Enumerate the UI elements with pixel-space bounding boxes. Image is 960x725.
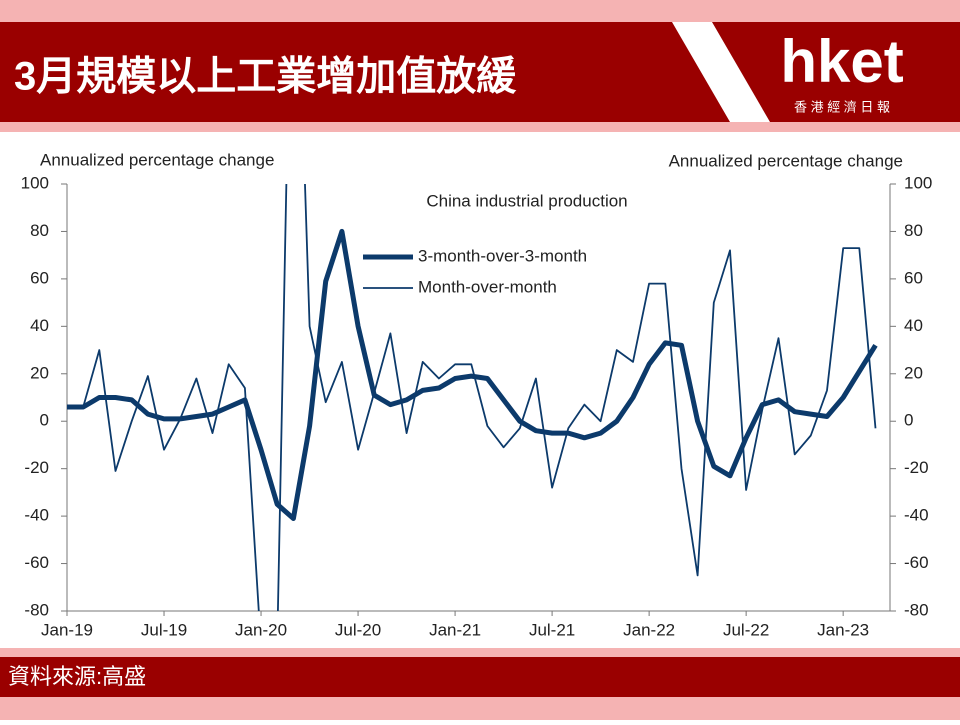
title-underline (0, 122, 960, 132)
x-tick-label: Jan-19 (41, 620, 93, 639)
y-axis-label: Annualized percentage change (40, 150, 274, 169)
bottom-band (0, 697, 960, 720)
y2-tick-label: -60 (904, 553, 929, 572)
y-tick-label: -80 (24, 600, 49, 619)
y2-tick-label: 40 (904, 316, 923, 335)
x-tick-label: Jan-23 (817, 620, 869, 639)
y2-tick-label: 100 (904, 173, 932, 192)
y-tick-label: -20 (24, 458, 49, 477)
y2-tick-label: 0 (904, 411, 913, 430)
title-banner (0, 22, 960, 122)
footer-bar (0, 657, 960, 697)
y-tick-label: 0 (40, 411, 49, 430)
chart-subtitle: China industrial production (426, 191, 627, 210)
series-line (67, 228, 878, 521)
x-tick-label: Jul-20 (335, 620, 381, 639)
y2-tick-label: 80 (904, 221, 923, 240)
logo-subtitle: 香 港 經 濟 日 報 (794, 99, 890, 114)
y-tick-label: 60 (30, 268, 49, 287)
logo: hket (780, 28, 903, 95)
y-tick-label: 80 (30, 221, 49, 240)
plot-area (67, 184, 878, 611)
y2-axis-label: Annualized percentage change (669, 151, 903, 170)
y-tick-label: 100 (21, 173, 49, 192)
top-band (0, 0, 960, 22)
y-tick-label: -60 (24, 553, 49, 572)
x-tick-label: Jul-21 (529, 620, 575, 639)
x-tick-label: Jan-21 (429, 620, 481, 639)
logo-stripe (672, 22, 770, 122)
series-line (67, 184, 877, 611)
chart-title: 3月規模以上工業增加值放緩 (14, 55, 517, 99)
y2-tick-label: -40 (904, 506, 929, 525)
legend-label: 3-month-over-3-month (418, 246, 587, 265)
x-tick-label: Jan-20 (235, 620, 287, 639)
x-tick-label: Jul-19 (141, 620, 187, 639)
source: 資料來源:高盛 (8, 664, 146, 689)
y-tick-label: -40 (24, 506, 49, 525)
y2-tick-label: -20 (904, 458, 929, 477)
legend-label: Month-over-month (418, 277, 557, 296)
y-tick-label: 20 (30, 363, 49, 382)
x-tick-label: Jan-22 (623, 620, 675, 639)
y2-tick-label: 20 (904, 363, 923, 382)
x-tick-label: Jul-22 (723, 620, 769, 639)
footer-band (0, 648, 960, 657)
y-tick-label: 40 (30, 316, 49, 335)
y2-tick-label: 60 (904, 268, 923, 287)
y2-tick-label: -80 (904, 600, 929, 619)
